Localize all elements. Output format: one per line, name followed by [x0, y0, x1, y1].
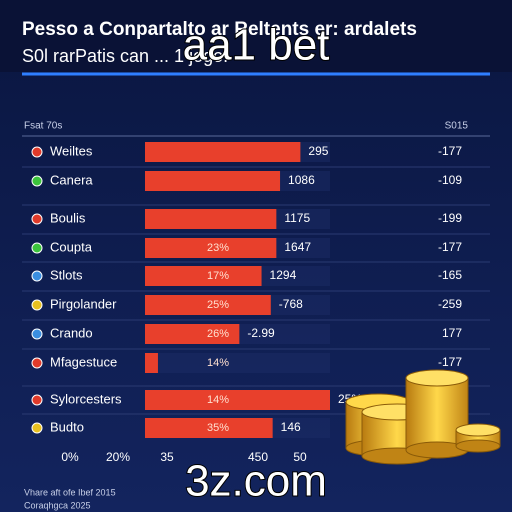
rows: Weiltes 295 -177 Canera 1086 -109 Boulis 1175 -1…: [22, 142, 490, 438]
category-label: Crando: [50, 325, 93, 340]
x-tick-label: 50: [293, 450, 307, 464]
bar-inner-label: 23%: [207, 242, 229, 254]
bar: [145, 238, 277, 258]
right-value: -259: [438, 297, 462, 311]
right-value: -109: [438, 173, 462, 187]
category-label: Weiltes: [50, 143, 93, 158]
legend-dot: [31, 175, 43, 187]
x-tick-label: 450: [248, 450, 268, 464]
header-band: [0, 0, 512, 72]
data-label: 146: [281, 420, 301, 434]
legend-dot: [31, 328, 43, 340]
category-label: Stlots: [50, 267, 83, 282]
data-label: 1175: [284, 211, 310, 225]
bar-track: [145, 353, 330, 373]
right-value: -199: [438, 211, 462, 225]
bar: [145, 266, 262, 286]
category-label: Pirgolander: [50, 296, 117, 311]
legend-dot: [31, 422, 43, 434]
bar: [145, 418, 273, 438]
legend-dot: [31, 146, 43, 158]
data-label: 1086: [288, 173, 315, 187]
bar: [145, 324, 240, 344]
bar-inner-label: 14%: [207, 357, 229, 369]
legend-dot: [31, 299, 43, 311]
bar: [145, 171, 281, 191]
bar: [145, 142, 301, 162]
x-axis: 0% 20% 35 450 50: [61, 450, 307, 464]
x-tick-label: 20%: [106, 450, 130, 464]
right-value: -177: [438, 355, 462, 369]
bar-inner-label: 14%: [207, 394, 229, 406]
x-tick-label: 35: [160, 450, 174, 464]
legend-dot: [31, 357, 43, 369]
bar: [145, 353, 158, 373]
right-value: -177: [438, 144, 462, 158]
coins: [345, 369, 501, 465]
footer-note: Vhare aft ofe Ibef 2015: [24, 487, 116, 497]
category-label: Canera: [50, 172, 93, 187]
data-label: -768: [279, 297, 303, 311]
data-label: 295: [308, 144, 328, 158]
bar-inner-label: 25%: [207, 299, 229, 311]
category-label: Sylorcesters: [50, 391, 122, 406]
x-tick-label: 0%: [61, 450, 79, 464]
category-label: Coupta: [50, 239, 93, 254]
footer-note: Coraqhgca 2025: [24, 500, 91, 510]
bar: [145, 390, 330, 410]
legend-dot: [31, 394, 43, 406]
right-value: 177: [442, 326, 462, 340]
watermark: 3z.com: [185, 457, 327, 506]
category-label: Budto: [50, 419, 84, 434]
data-label: 1294: [270, 268, 297, 282]
data-label: -2.99: [247, 326, 275, 340]
bar-inner-label: 35%: [207, 422, 229, 434]
legend-dot: [31, 213, 43, 225]
legend-dot: [31, 270, 43, 282]
category-label: Mfagestuce: [50, 354, 117, 369]
left-header: Fsat 70s: [24, 121, 62, 132]
watermark: aa1 bet: [183, 21, 330, 70]
bar-inner-label: 26%: [207, 328, 229, 340]
chart-title: Pesso a Conpartalto ar Reltents er: arda…: [22, 19, 417, 40]
right-value: -165: [438, 268, 462, 282]
data-label: 1647: [284, 240, 311, 254]
right-value: -177: [438, 240, 462, 254]
category-label: Boulis: [50, 210, 86, 225]
bar: [145, 295, 271, 315]
bar: [145, 209, 277, 229]
right-header: S015: [445, 121, 469, 132]
bar-inner-label: 17%: [207, 270, 229, 282]
chart-subtitle: S0l rarPatis can ... 1 jogo.: [22, 46, 228, 66]
legend-dot: [31, 242, 43, 254]
